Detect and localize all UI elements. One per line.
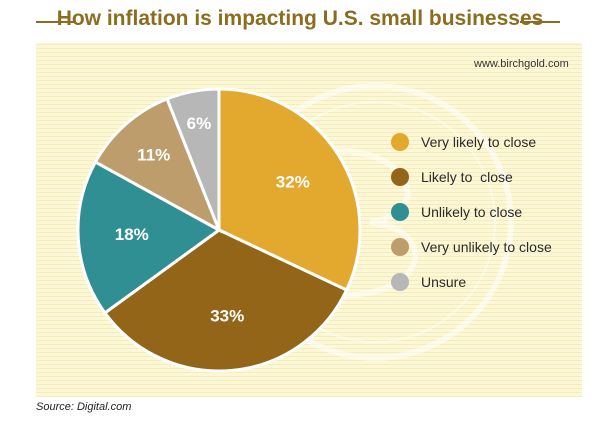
source-note: Source: Digital.com [36, 401, 132, 413]
pie-slice-label-4: 6% [187, 114, 212, 133]
legend-item-2: Unlikely to close [391, 201, 591, 223]
legend-swatch-1 [391, 168, 409, 186]
pie-slice-4 [165, 87, 221, 231]
pie-slice-3 [93, 96, 222, 234]
legend-label-2: Unlikely to close [421, 204, 523, 220]
chart-title: How inflation is impacting U.S. small bu… [56, 7, 544, 30]
title-row: How inflation is impacting U.S. small bu… [0, 6, 600, 36]
title-rule-left [36, 21, 76, 23]
website-watermark: www.birchgold.com [474, 58, 569, 70]
legend-label-3: Very unlikely to close [421, 239, 552, 255]
pie-slice-label-2: 18% [115, 225, 149, 244]
legend-item-4: Unsure [391, 271, 591, 293]
legend-item-1: Likely to close [391, 166, 591, 188]
pie-slice-label-0: 32% [276, 173, 310, 192]
legend-item-3: Very unlikely to close [391, 236, 591, 258]
legend-label-0: Very likely to close [421, 134, 537, 150]
pie-slice-label-1: 33% [210, 307, 244, 326]
pie-slice-1 [102, 228, 349, 373]
pie-slice-2 [76, 160, 222, 315]
legend-label-1: Likely to close [421, 169, 513, 185]
title-rule-right [520, 21, 560, 23]
pie-slice-label-3: 11% [137, 145, 170, 164]
legend-swatch-2 [391, 203, 409, 221]
legend-swatch-4 [391, 273, 409, 291]
legend-swatch-0 [391, 133, 409, 151]
legend-item-0: Very likely to close [391, 131, 591, 153]
legend-label-4: Unsure [421, 274, 467, 290]
legend-swatch-3 [391, 238, 409, 256]
pie-slice-0 [217, 87, 362, 293]
